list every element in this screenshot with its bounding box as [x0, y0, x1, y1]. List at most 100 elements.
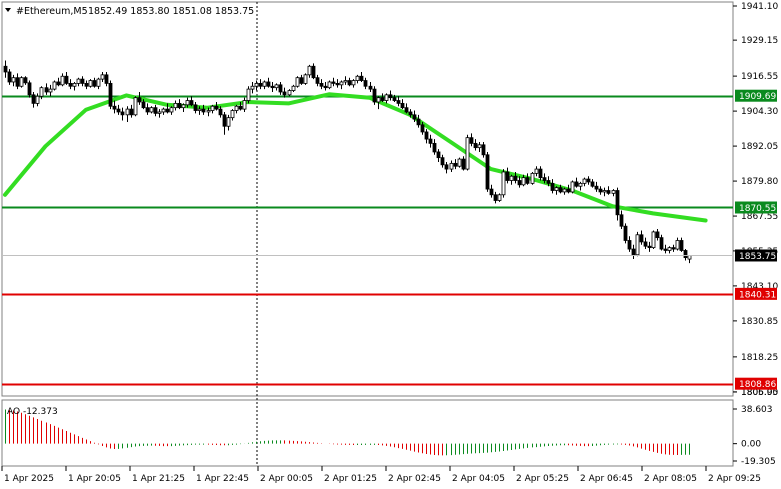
time-axis: 1 Apr 2025 1 Apr 20:05 1 Apr 21:25 1 Apr 22… [1, 466, 761, 484]
candle-body [189, 100, 194, 106]
candle [489, 184, 494, 198]
candle-body [647, 245, 652, 249]
candle-body [185, 100, 190, 106]
candle-body [639, 234, 644, 243]
candle [161, 107, 166, 115]
price-tick-label: 1806.00 [741, 388, 778, 398]
level-tag-bg [735, 377, 777, 390]
candle-body [376, 97, 381, 103]
candle-body [679, 240, 684, 251]
candle [663, 244, 668, 254]
candle [542, 173, 547, 184]
candle [299, 74, 304, 85]
candle-body [416, 118, 421, 126]
level-tag-label: 1870.55 [739, 204, 776, 214]
candle-body [566, 188, 571, 193]
candle [615, 187, 620, 221]
candle-body [521, 177, 526, 186]
candle-body [469, 137, 474, 144]
candle [104, 71, 109, 87]
candle [477, 141, 482, 152]
candle [31, 91, 36, 108]
candle [558, 184, 563, 194]
candle [169, 106, 174, 115]
candle [675, 237, 680, 251]
moving-average [3, 92, 708, 223]
candle-body [570, 181, 575, 193]
candle [550, 179, 555, 194]
candle [606, 186, 611, 195]
candle [501, 169, 506, 198]
ao-tick-label: 38.603 [741, 405, 773, 415]
candle-body [319, 82, 324, 87]
candle [440, 154, 445, 168]
candle-body [234, 105, 239, 111]
candle [185, 97, 190, 108]
candle-body [15, 77, 20, 87]
candle-body [145, 107, 150, 113]
candle [3, 60, 8, 78]
symbol-label: #Ethereum,M5 [16, 6, 88, 17]
candle [76, 77, 81, 87]
candle [72, 81, 77, 91]
candle-body [303, 74, 308, 84]
candle-body [161, 108, 166, 113]
candle [590, 179, 595, 188]
candle-body [558, 187, 563, 193]
candle [530, 171, 535, 185]
candle-body [270, 85, 275, 89]
candle-body [525, 177, 530, 184]
candle-body [282, 91, 287, 96]
candle [234, 104, 239, 114]
candle [412, 110, 417, 122]
candle [274, 83, 279, 91]
candle-body [96, 78, 101, 87]
candle-body [230, 110, 235, 119]
candle [303, 73, 308, 85]
candle-body [27, 82, 32, 96]
candle-body [461, 158, 466, 170]
level-tag-bg [735, 89, 777, 102]
candle-body [627, 240, 632, 250]
candle [469, 133, 474, 147]
candle-body [88, 80, 93, 87]
candle [359, 71, 364, 82]
candle [368, 81, 373, 92]
candle [44, 83, 49, 95]
candle-body [396, 100, 401, 104]
candle [525, 173, 530, 185]
last-price-tag-bg [735, 249, 777, 262]
dropdown-arrow-icon[interactable] [5, 8, 11, 12]
candle-body [133, 97, 138, 116]
candle [210, 104, 215, 114]
candle-body [31, 94, 36, 104]
candle-body [108, 82, 113, 107]
candle [173, 100, 178, 111]
candle [181, 103, 186, 112]
candle-body [295, 77, 300, 87]
candle-body [477, 144, 482, 149]
candle-body [424, 131, 429, 140]
candle [574, 177, 579, 188]
candle [538, 166, 543, 181]
price-tick-label: 1867.55 [741, 212, 778, 222]
candle [238, 101, 243, 111]
candle-body [48, 88, 53, 93]
candle [343, 76, 348, 85]
candle-body [274, 84, 279, 89]
candle-body [68, 82, 73, 87]
candle [659, 234, 664, 251]
candle-body [287, 90, 292, 96]
candle [562, 187, 567, 195]
candle-body [432, 142, 437, 153]
candle-body [643, 241, 648, 247]
candle-body [457, 158, 462, 167]
candle [424, 129, 429, 144]
candle-body [7, 71, 12, 83]
candle [546, 176, 551, 187]
candle [222, 111, 227, 135]
candle [570, 180, 575, 194]
candle-body [444, 164, 449, 170]
level-tag-bg [735, 201, 777, 214]
candle [578, 181, 583, 191]
